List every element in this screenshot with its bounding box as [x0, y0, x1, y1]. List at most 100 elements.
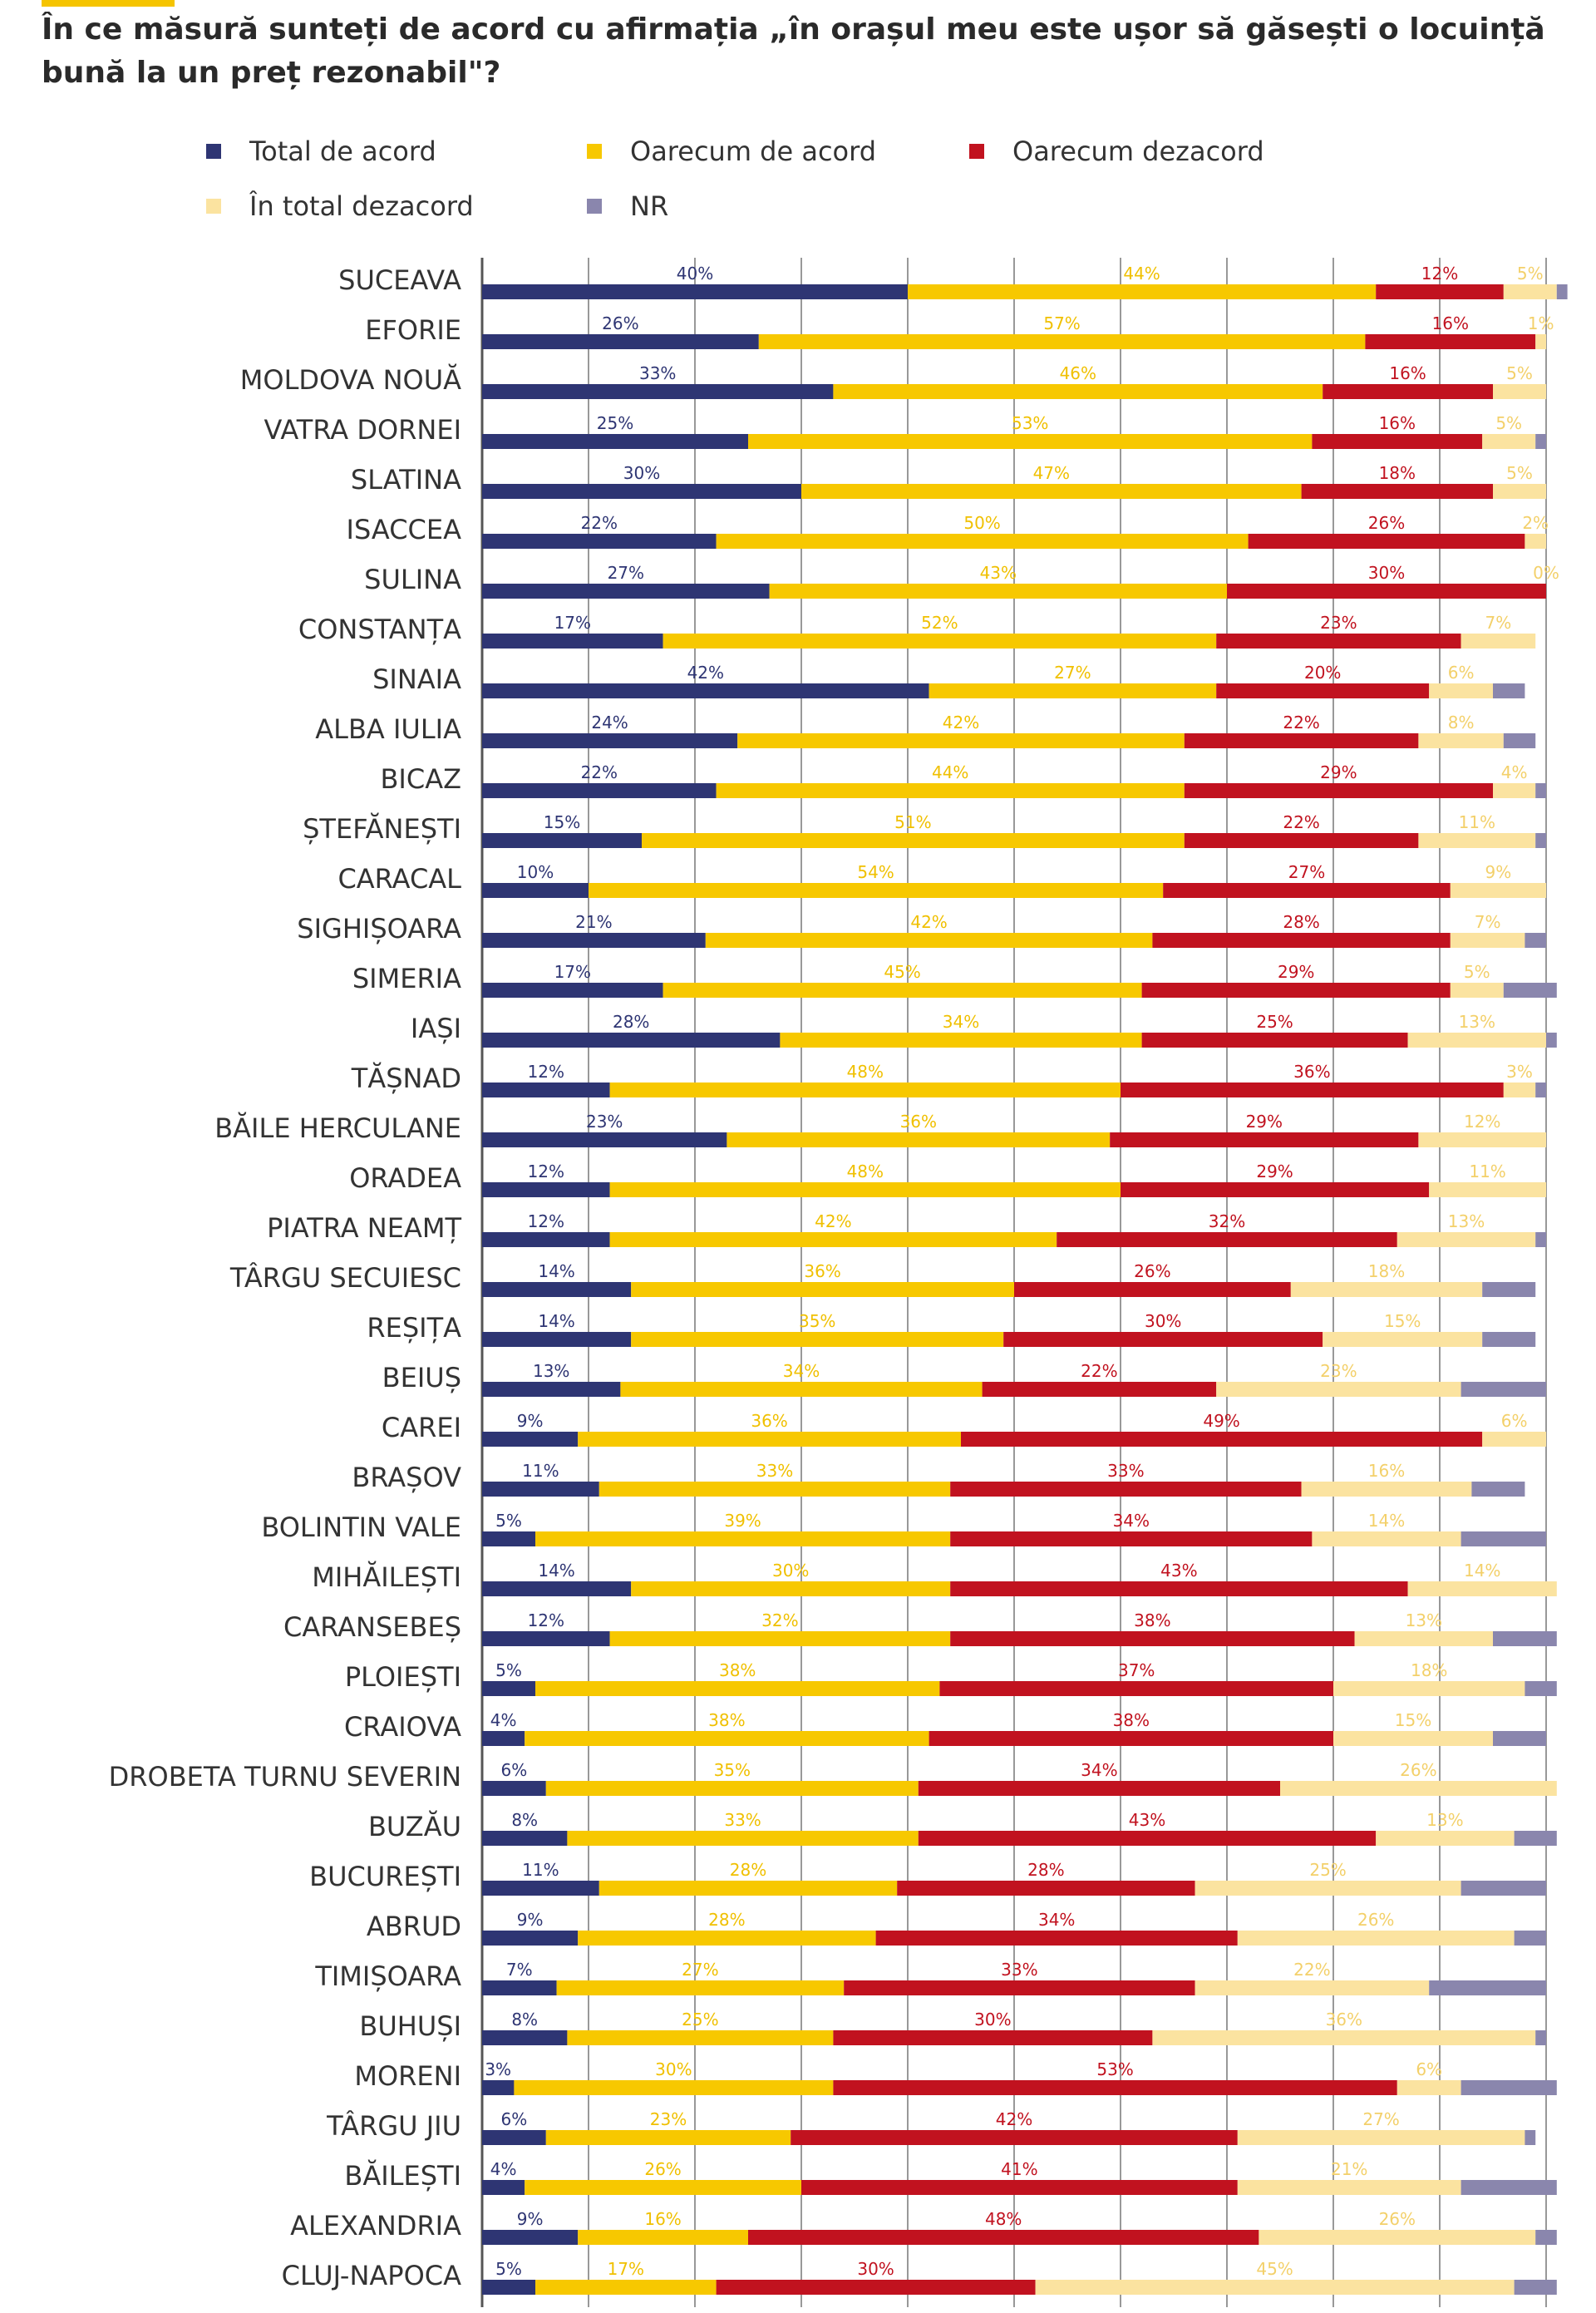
bar-segment-total_dezacord — [1195, 1881, 1461, 1896]
bar-segment-total_dezacord — [1429, 683, 1493, 698]
category-label-drobeta-turnu-severin: DROBETA TURNU SEVERIN — [109, 1761, 461, 1793]
legend-label-total-dezacord: În total dezacord — [249, 190, 474, 222]
bar-segment-total_dezacord — [1280, 1781, 1557, 1796]
data-label-total_acord: 9% — [517, 1910, 544, 1930]
bar-segment-oarecum_acord — [801, 484, 1302, 499]
data-label-total_dezacord: 13% — [1459, 1012, 1495, 1032]
data-label-oarecum_acord: 17% — [608, 2259, 644, 2279]
bar-segment-oarecum_acord — [545, 2130, 791, 2145]
data-label-oarecum_dezacord: 49% — [1203, 1411, 1239, 1431]
data-label-total_dezacord: 13% — [1406, 1610, 1442, 1630]
data-label-total_dezacord: 23% — [1320, 1361, 1357, 1381]
data-label-oarecum_dezacord: 32% — [1209, 1211, 1245, 1231]
bar-segment-oarecum_dezacord — [1376, 284, 1504, 299]
bar-segment-total_dezacord — [1237, 2130, 1525, 2145]
data-label-oarecum_acord: 32% — [761, 1610, 798, 1630]
legend-item-total-dezacord: În total dezacord — [206, 190, 474, 223]
bar-segment-oarecum_acord — [780, 1033, 1142, 1048]
bar-segment-oarecum_dezacord — [1365, 334, 1536, 349]
bar-segment-nr — [1535, 2030, 1546, 2045]
data-label-oarecum_dezacord: 18% — [1379, 463, 1416, 483]
bar-segment-total_dezacord — [1461, 634, 1536, 649]
data-label-oarecum_dezacord: 53% — [1096, 2059, 1133, 2079]
data-label-total_acord: 5% — [495, 1511, 522, 1531]
bar-segment-nr — [1535, 783, 1546, 798]
bar-segment-total_dezacord — [1195, 1980, 1430, 1995]
bar-segment-nr — [1461, 2180, 1557, 2195]
data-label-total_dezacord: 18% — [1368, 1261, 1405, 1281]
data-label-total_acord: 13% — [533, 1361, 569, 1381]
category-label-stefanesti: ȘTEFĂNEȘTI — [303, 812, 461, 845]
category-label-caransebes: CARANSEBEȘ — [283, 1611, 461, 1643]
data-label-oarecum_dezacord: 22% — [1283, 713, 1319, 732]
data-label-oarecum_acord: 33% — [724, 1810, 761, 1830]
bar-segment-total_dezacord — [1418, 1132, 1546, 1147]
data-label-oarecum_acord: 48% — [847, 1062, 884, 1082]
data-label-total_dezacord: 25% — [1309, 1860, 1346, 1880]
data-label-total_dezacord: 5% — [1464, 962, 1490, 982]
bar-segment-total_dezacord — [1312, 1531, 1461, 1546]
data-label-oarecum_acord: 34% — [943, 1012, 979, 1032]
bar-segment-oarecum_dezacord — [897, 1881, 1195, 1896]
category-label-bucuresti: BUCUREȘTI — [309, 1861, 461, 1892]
bar-segment-total_acord — [482, 584, 770, 599]
bar-segment-total_acord — [482, 1382, 621, 1397]
data-label-oarecum_acord: 28% — [708, 1910, 745, 1930]
data-label-total_acord: 12% — [528, 1610, 564, 1630]
data-label-oarecum_dezacord: 20% — [1304, 663, 1341, 683]
bar-segment-total_dezacord — [1482, 434, 1536, 449]
data-label-oarecum_acord: 23% — [650, 2109, 687, 2129]
category-label-oradea: ORADEA — [349, 1162, 461, 1194]
bar-segment-total_dezacord — [1259, 2230, 1536, 2245]
data-label-oarecum_acord: 38% — [719, 1660, 756, 1680]
bar-segment-oarecum_acord — [609, 1232, 1057, 1247]
bar-segment-total_acord — [482, 1980, 557, 1995]
data-label-total_dezacord: 15% — [1384, 1311, 1421, 1331]
category-label-sinaia: SINAIA — [372, 663, 461, 695]
bar-segment-total_dezacord — [1503, 1083, 1536, 1097]
category-label-isaccea: ISACCEA — [347, 514, 462, 545]
data-label-oarecum_dezacord: 30% — [1145, 1311, 1181, 1331]
data-label-oarecum_acord: 33% — [756, 1461, 793, 1481]
data-label-oarecum_dezacord: 30% — [857, 2259, 894, 2279]
data-label-total_acord: 9% — [517, 1411, 544, 1431]
bar-segment-oarecum_acord — [525, 1731, 929, 1746]
data-label-total_acord: 28% — [613, 1012, 649, 1032]
bar-segment-nr — [1514, 1931, 1546, 1946]
data-label-total_acord: 14% — [538, 1561, 574, 1581]
bar-segment-total_dezacord — [1333, 1681, 1525, 1696]
data-label-oarecum_dezacord: 36% — [1293, 1062, 1330, 1082]
data-label-oarecum_dezacord: 30% — [1368, 563, 1405, 583]
bar-segment-oarecum_dezacord — [1141, 1033, 1408, 1048]
category-label-abrud: ABRUD — [367, 1911, 461, 1942]
category-label-slatina: SLATINA — [351, 464, 461, 496]
category-label-targu-secuiesc: TÂRGU SECUIESC — [229, 1262, 461, 1294]
category-label-tasnad: TĂȘNAD — [351, 1062, 461, 1094]
data-label-total_acord: 42% — [687, 663, 724, 683]
category-label-bolintin-vale: BOLINTIN VALE — [261, 1512, 461, 1543]
data-label-oarecum_acord: 25% — [682, 2010, 718, 2029]
bar-segment-total_acord — [482, 284, 908, 299]
bar-segment-oarecum_acord — [631, 1332, 1004, 1347]
bar-segment-oarecum_acord — [716, 534, 1249, 549]
bar-segment-total_acord — [482, 683, 929, 698]
data-label-oarecum_acord: 42% — [815, 1211, 851, 1231]
bar-segment-oarecum_dezacord — [918, 1781, 1280, 1796]
bar-segment-oarecum_dezacord — [939, 1681, 1333, 1696]
legend-label-total-acord: Total de acord — [249, 136, 436, 167]
bar-segment-nr — [1535, 1083, 1546, 1097]
bar-segment-total_acord — [482, 1182, 610, 1197]
data-label-total_dezacord: 6% — [1501, 1411, 1528, 1431]
legend-swatch-oarecum-acord — [587, 144, 602, 159]
bar-segment-nr — [1461, 1382, 1546, 1397]
bar-segment-oarecum_acord — [598, 1482, 951, 1497]
bar-segment-oarecum_acord — [556, 1980, 845, 1995]
bar-segment-oarecum_acord — [609, 1631, 951, 1646]
bar-segment-oarecum_dezacord — [875, 1931, 1238, 1946]
bar-segment-oarecum_dezacord — [1216, 634, 1461, 649]
bar-segment-oarecum_acord — [525, 2180, 801, 2195]
bar-segment-oarecum_acord — [929, 683, 1217, 698]
legend-label-oarecum-acord: Oarecum de acord — [630, 136, 877, 167]
data-label-total_dezacord: 1% — [1528, 313, 1554, 333]
data-label-oarecum_acord: 44% — [1123, 264, 1160, 284]
